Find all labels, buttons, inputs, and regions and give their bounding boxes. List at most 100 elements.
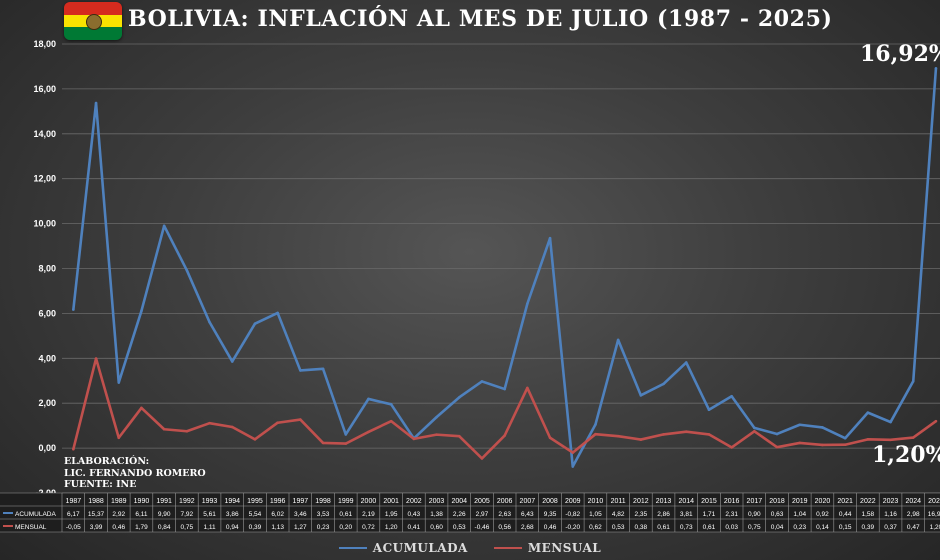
x-tick-label: 2018 [769,498,785,505]
y-tick-label: 4,00 [38,353,56,363]
series-line-mensual [72,357,937,460]
data-point-acumulada [775,432,779,436]
legend-item-acumulada: ACUMULADA [338,541,468,555]
data-label: 2,97 [476,511,489,518]
data-label: 1,71 [703,511,716,518]
coat-of-arms-icon [86,14,102,30]
data-label: 0,23 [317,524,330,531]
chart-title: BOLIVIA: INFLACIÓN AL MES DE JULIO (1987… [128,6,833,32]
x-tick-label: 1993 [202,498,218,505]
x-tick-label: 2014 [678,498,694,505]
x-tick-label: 1989 [111,498,127,505]
data-point-acumulada [367,397,370,401]
data-point-mensual [389,419,393,423]
x-tick-label: 1988 [88,498,104,505]
x-tick-label: 1991 [156,498,172,505]
data-label: 0,90 [748,511,761,518]
data-point-acumulada [594,423,597,426]
credits-line-elaboracion: ELABORACIÓN: [64,456,150,467]
data-label: 0,60 [430,524,443,531]
data-point-mensual [185,429,189,433]
data-point-mensual [480,457,484,460]
data-label: 3,53 [317,511,330,518]
x-tick-label: 2009 [565,498,581,505]
data-label: 2,92 [112,511,125,518]
data-label: 7,92 [181,511,194,518]
data-label: 0,84 [158,524,171,531]
data-label: 1,04 [793,511,806,518]
legend: ACUMULADA MENSUAL [0,541,940,555]
data-label: 0,46 [544,524,557,531]
x-tick-label: 2024 [905,498,921,505]
legend-label: ACUMULADA [372,541,468,555]
y-tick-label: 2,00 [38,398,56,408]
x-tick-label: 2005 [474,498,490,505]
x-tick-label: 2002 [406,498,422,505]
data-label: 1,20 [930,524,940,531]
y-tick-label: 0,00 [38,443,56,453]
data-point-acumulada [344,433,348,436]
data-point-mensual [730,446,733,449]
data-point-acumulada [753,426,756,430]
data-point-acumulada [707,408,711,412]
data-label: 0,72 [362,524,375,531]
x-tick-label: 1992 [179,498,195,505]
data-point-mensual [253,438,257,441]
data-label: 2,31 [725,511,738,518]
data-label: 0,14 [816,524,829,531]
x-tick-label: 2019 [792,498,808,505]
data-point-mensual [798,441,802,445]
acumulada-final-label: 16,92% [860,41,940,67]
data-label: 0,46 [112,524,125,531]
data-point-mensual [866,438,870,441]
data-label: 1,20 [385,524,398,531]
data-label: 9,90 [158,511,171,518]
x-tick-label: 2004 [451,498,467,505]
data-point-acumulada [889,420,892,424]
data-point-mensual [299,418,302,421]
data-label: 2,19 [362,511,375,518]
x-tick-label: 1998 [315,498,331,505]
legend-swatch [338,547,367,549]
data-point-mensual [526,386,529,390]
x-tick-label: 2015 [701,498,717,505]
data-label: 1,27 [294,524,307,531]
x-tick-label: 2020 [815,498,831,505]
data-point-mensual [162,427,166,431]
data-label: 6,43 [521,511,534,518]
data-point-acumulada [276,311,279,315]
data-point-mensual [934,419,938,423]
data-table-background [0,493,940,532]
data-point-mensual [412,437,416,441]
data-point-acumulada [389,403,393,406]
data-label: 0,44 [839,511,852,518]
data-label: 0,15 [839,524,852,531]
data-label: 0,43 [408,511,421,518]
x-tick-label: 1987 [66,498,82,505]
data-point-acumulada [548,236,552,240]
data-point-acumulada [662,382,665,386]
data-label: 0,63 [771,511,784,518]
data-point-mensual [571,451,575,454]
data-point-mensual [208,421,211,425]
data-point-acumulada [162,224,166,228]
x-tick-label: 2022 [860,498,876,505]
data-label: 2,86 [657,511,670,518]
data-point-mensual [94,357,98,360]
data-point-mensual [684,430,688,434]
data-point-mensual [321,441,325,445]
data-point-acumulada [299,369,302,372]
data-point-mensual [503,434,506,437]
data-label: 6,17 [67,511,80,518]
x-tick-label: 2008 [542,498,558,505]
data-label: 1,79 [135,524,148,531]
data-label: 3,99 [90,524,103,531]
x-tick-label: 1996 [270,498,286,505]
data-point-acumulada [72,308,75,311]
data-label: 15,37 [88,511,105,518]
data-label: 0,73 [680,524,693,531]
data-point-acumulada [730,394,733,398]
data-point-acumulada [684,361,688,364]
x-tick-label: 1999 [338,498,354,505]
x-tick-label: 2012 [633,498,649,505]
